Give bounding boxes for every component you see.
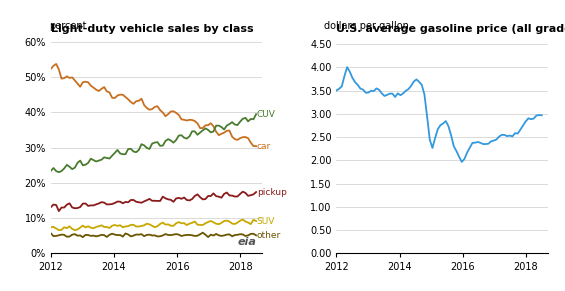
- Text: CUV: CUV: [257, 110, 276, 119]
- Text: U.S. average gasoline price (all grades): U.S. average gasoline price (all grades): [337, 24, 565, 34]
- Text: percent: percent: [49, 21, 86, 31]
- Text: car: car: [257, 142, 271, 151]
- Text: dollars per gallon: dollars per gallon: [324, 21, 408, 31]
- Text: Light-duty vehicle sales by class: Light-duty vehicle sales by class: [51, 24, 254, 34]
- Text: pickup: pickup: [257, 188, 286, 196]
- Text: eia: eia: [237, 237, 256, 247]
- Text: SUV: SUV: [257, 217, 275, 226]
- Text: other: other: [257, 231, 281, 240]
